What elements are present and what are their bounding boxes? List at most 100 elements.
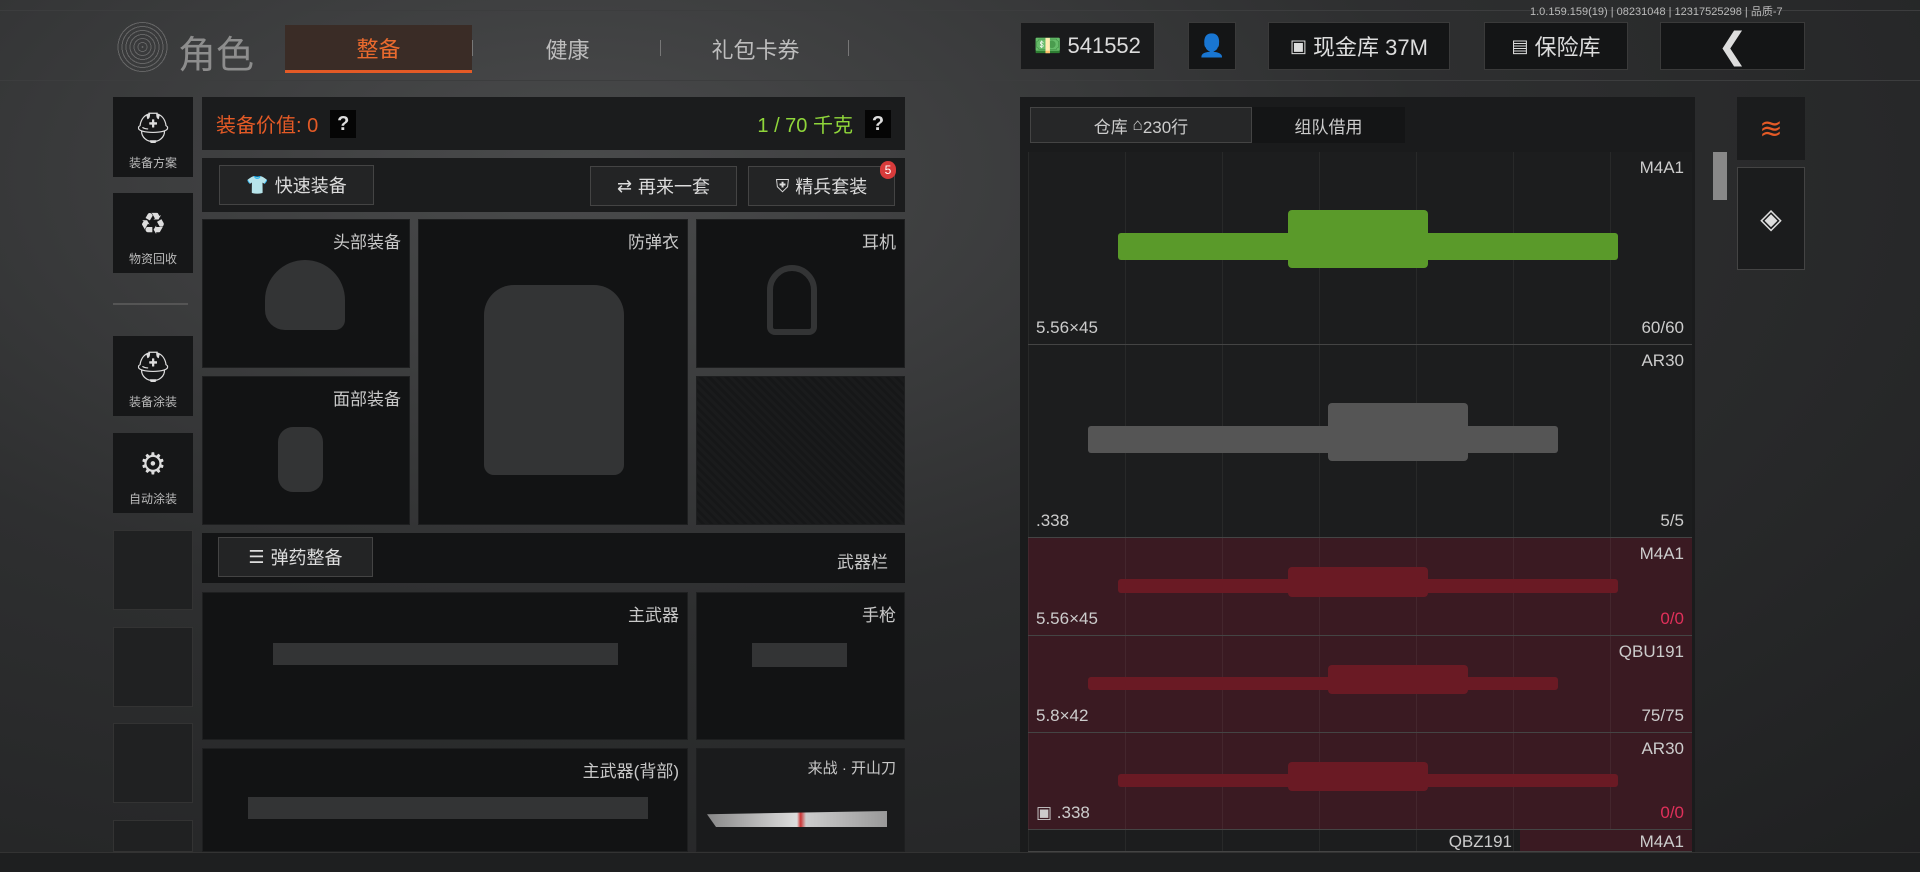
caliber-text: .338: [1036, 511, 1070, 530]
back-button[interactable]: ❮: [1660, 22, 1805, 70]
weapon-image: [1288, 567, 1428, 597]
shirt-icon: 👕: [246, 174, 269, 195]
item-count: 0/0: [1660, 803, 1684, 822]
slot-label: 主武器(背部): [582, 762, 679, 781]
item-count: 5/5: [1660, 511, 1684, 530]
elite-set-button[interactable]: ⛨ 精兵套装: [748, 166, 895, 206]
cube-icon: ▣: [1036, 803, 1057, 822]
tab-health[interactable]: 健康: [545, 38, 590, 63]
tab-team-borrow[interactable]: 组队借用: [1252, 107, 1405, 143]
value-help-button[interactable]: ?: [330, 109, 357, 138]
home-icon: ⌂: [1132, 115, 1143, 134]
divider: [0, 80, 1920, 81]
weight-help-button[interactable]: ?: [865, 109, 891, 138]
cash-vault-button[interactable]: ▣ 现金库 37M: [1268, 22, 1450, 70]
ammo-prep-button[interactable]: ☰ 弹药整备: [218, 537, 373, 577]
pistol-icon: [752, 643, 847, 667]
vault-icon: ▣: [1290, 35, 1308, 56]
list-item[interactable]: QBZ191 M4A1: [1028, 830, 1692, 852]
safe-icon: ▤: [1511, 35, 1529, 56]
recycle-icon: ♻: [139, 208, 167, 241]
sidebar-item-loadout-plan[interactable]: ⛑ 装备方案: [113, 97, 193, 177]
scrollbar-thumb[interactable]: [1713, 152, 1727, 200]
item-name: M4A1: [1639, 158, 1684, 177]
item-name: AR30: [1641, 739, 1684, 758]
list-item[interactable]: M4A1 5.56×45 0/0: [1028, 538, 1692, 636]
tab-loadout[interactable]: 整备: [285, 25, 472, 73]
weapon-image: [1328, 402, 1468, 461]
empty-gear-slot: [696, 376, 905, 525]
again-button[interactable]: ⇄ 再来一套: [590, 166, 737, 206]
row-count: 230行: [1142, 117, 1189, 137]
trader-button[interactable]: 👤: [1188, 22, 1236, 70]
weapon-bar-label: 武器栏: [837, 553, 888, 572]
refresh-icon: ⇄: [616, 175, 633, 196]
list-item[interactable]: AR30 .338 5/5: [1028, 345, 1692, 538]
slot-label: 头部装备: [333, 233, 401, 252]
loadout-header: 装备价值: 0 ? 1 / 70 千克 ?: [202, 97, 905, 150]
melee-slot[interactable]: 来战 · 开山刀: [696, 748, 905, 852]
layers-button[interactable]: ◈: [1737, 167, 1805, 270]
sidebar-item-gear-paint[interactable]: ⛑ 装备涂装: [113, 336, 193, 416]
primary-weapon-slot[interactable]: 主武器: [202, 592, 688, 740]
tab-label: 组队借用: [1294, 117, 1363, 137]
cash-stack-icon: 💵: [1034, 33, 1062, 58]
divider: [472, 40, 473, 56]
caliber-text: 5.56×45: [1036, 609, 1098, 628]
weapon-image: [1288, 209, 1428, 268]
slot-label: 耳机: [862, 233, 896, 252]
tab-warehouse[interactable]: 仓库 ⌂ 230行: [1030, 107, 1252, 143]
bottom-bar: [0, 852, 1920, 872]
headset-icon: [767, 265, 817, 335]
item-caliber: 5.8×42: [1036, 706, 1088, 726]
quick-equip-button[interactable]: 👕 快速装备: [219, 165, 374, 205]
sidebar-item-label: 装备涂装: [128, 395, 177, 409]
primary-back-slot[interactable]: 主武器(背部): [202, 748, 688, 852]
weapon-image: [1288, 762, 1428, 792]
item-name: QBU191: [1618, 642, 1684, 661]
gas-mask-icon: [278, 427, 323, 492]
safe-button[interactable]: ▤ 保险库: [1484, 22, 1628, 70]
slot-label: 面部装备: [333, 390, 401, 409]
slot-label: 主武器: [628, 606, 679, 625]
empty-slot: [113, 627, 193, 707]
divider: [0, 10, 1920, 11]
item-caliber: 5.56×45: [1036, 318, 1098, 338]
sort-stack-button[interactable]: ≋: [1737, 97, 1805, 160]
face-slot[interactable]: 面部装备: [202, 376, 410, 525]
button-label: 快速装备: [274, 176, 347, 196]
sidebar-item-label: 自动涂装: [128, 492, 177, 506]
helmet-gun-icon: ⛑: [133, 112, 173, 145]
item-caliber: ▣ .338: [1036, 803, 1090, 823]
headset-slot[interactable]: 耳机: [696, 219, 905, 368]
tab-gift-cards[interactable]: 礼包卡券: [711, 38, 800, 63]
page-title: 角色: [178, 35, 255, 77]
pistol-slot[interactable]: 手枪: [696, 592, 905, 740]
divider: [113, 303, 188, 305]
caliber-text: 5.8×42: [1036, 706, 1089, 725]
shield-icon: ⛨: [775, 175, 790, 196]
slot-label: 防弹衣: [628, 233, 679, 252]
item-caliber: 5.56×45: [1036, 609, 1098, 629]
sidebar-item-label: 物资回收: [128, 252, 177, 266]
armor-slot[interactable]: 防弹衣: [418, 219, 688, 525]
list-item[interactable]: M4A1 5.56×45 60/60: [1028, 152, 1692, 345]
rifle-icon: [248, 797, 648, 819]
helmet-icon: [265, 260, 345, 330]
caliber-text: .338: [1056, 803, 1090, 822]
money-amount: 541552: [1067, 33, 1141, 58]
item-count: 75/75: [1641, 706, 1684, 725]
safe-label: 保险库: [1534, 35, 1601, 60]
caliber-text: 5.56×45: [1036, 318, 1098, 337]
divider: [660, 40, 661, 56]
layers-download-icon: ◈: [1760, 203, 1782, 234]
list-item[interactable]: QBU191 5.8×42 75/75: [1028, 636, 1692, 733]
sidebar-item-recycle[interactable]: ♻ 物资回收: [113, 193, 193, 273]
tab-label: 仓库: [1093, 117, 1128, 137]
list-item[interactable]: AR30 ▣ .338 0/0: [1028, 733, 1692, 830]
head-slot[interactable]: 头部装备: [202, 219, 410, 368]
sidebar-item-auto-paint[interactable]: ⚙ 自动涂装: [113, 433, 193, 513]
slot-label: 手枪: [862, 606, 896, 625]
ammo-icon: ☰: [248, 546, 265, 567]
trader-icon: 👤: [1198, 33, 1226, 58]
